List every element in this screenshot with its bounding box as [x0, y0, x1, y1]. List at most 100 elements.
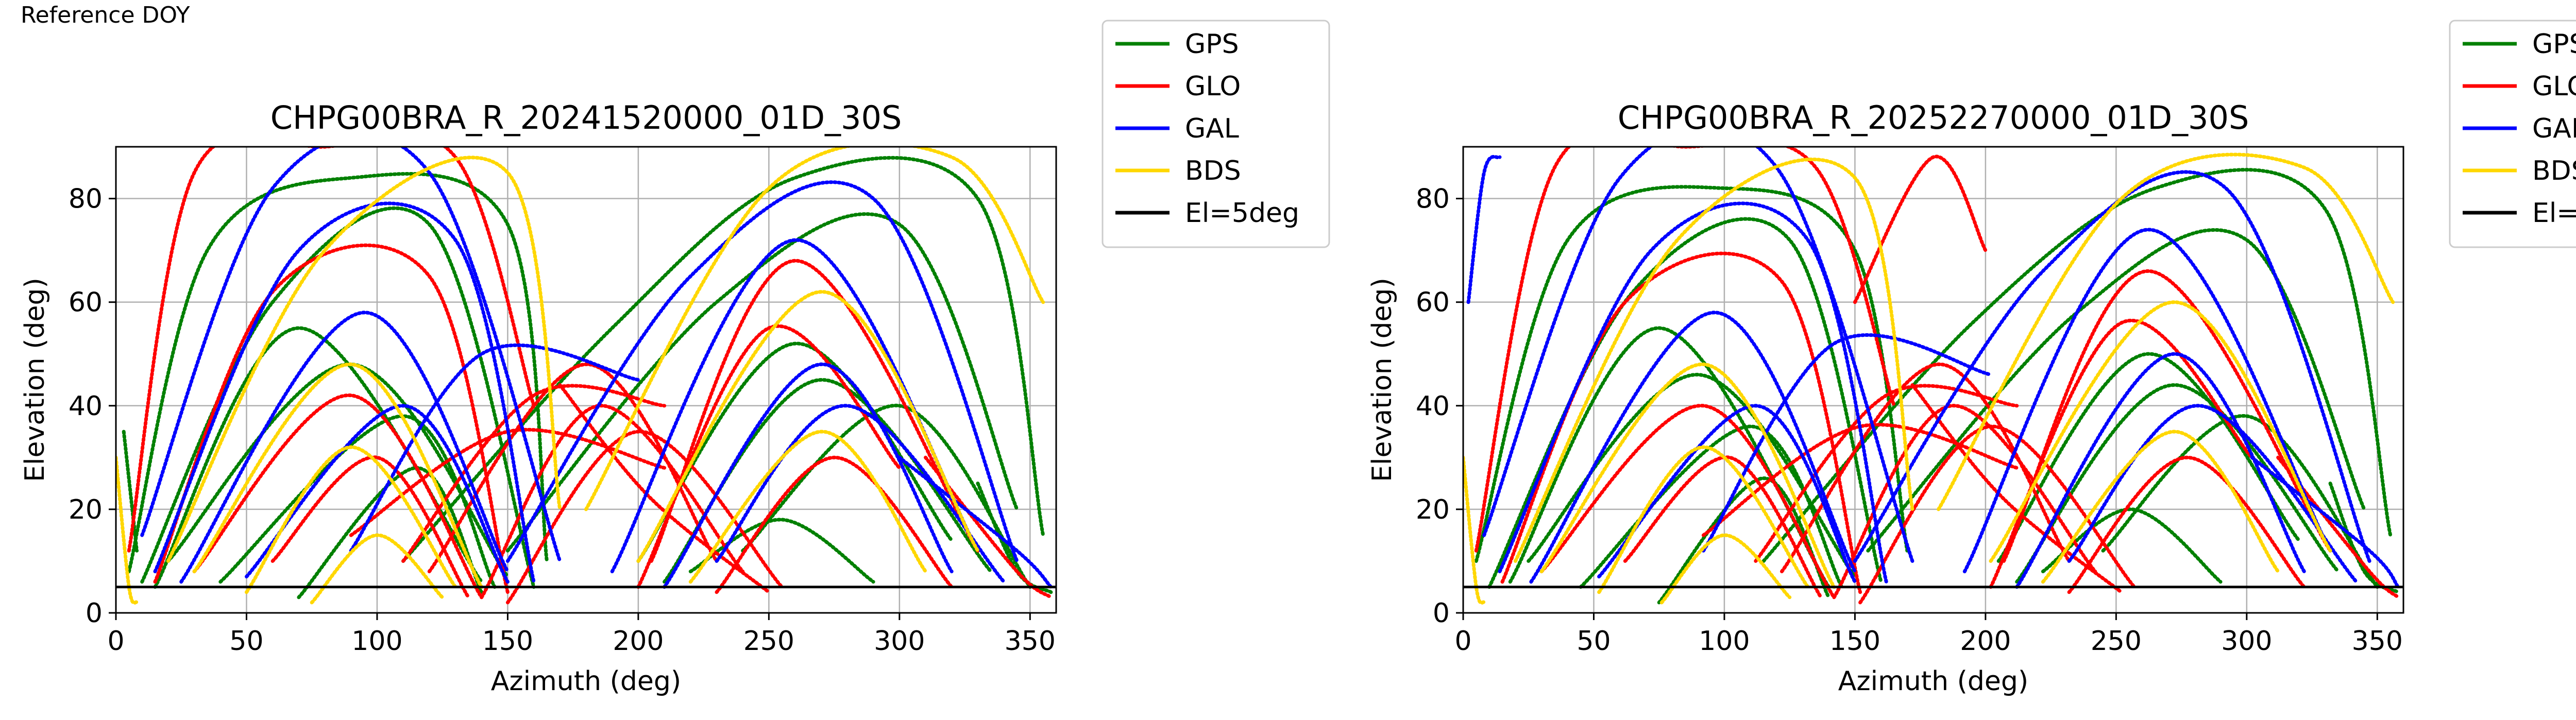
y-axis-label: Elevation (deg)	[20, 278, 50, 482]
pass-arc	[127, 147, 536, 553]
y-tick-label: 80	[69, 184, 103, 215]
pass-arc	[1761, 168, 2393, 563]
pass-arc	[1937, 152, 2395, 511]
x-tick-label: 0	[1454, 626, 1471, 657]
pass-arc	[1597, 404, 1857, 584]
legend-box	[1101, 20, 1330, 248]
legend-label: GAL	[2532, 113, 2576, 144]
pass-arc	[584, 147, 1045, 511]
pass-arc	[166, 156, 562, 563]
pass-arc	[1539, 404, 1836, 599]
pass-arc	[688, 430, 927, 584]
x-tick-label: 100	[351, 626, 402, 657]
legend-label: BDS	[1185, 156, 1241, 186]
legend-box	[2449, 20, 2576, 248]
x-tick-label: 200	[1960, 626, 2011, 657]
legend: GPS GLO GAL BDS El=5deg	[2449, 20, 2576, 248]
pass-arc	[1498, 201, 1888, 584]
pass-arc	[1659, 533, 1792, 605]
legend-label: GLO	[2532, 71, 2576, 102]
pass-arc	[1989, 300, 2332, 563]
legend-label: GPS	[2532, 29, 2576, 60]
pass-arc	[924, 455, 1053, 599]
axes-frame	[115, 146, 1057, 614]
legend-label: GAL	[1185, 113, 1239, 144]
pass-arc	[245, 445, 457, 594]
legend-label: GPS	[1185, 29, 1239, 60]
pass-arc	[1853, 155, 1988, 304]
pass-arc	[1754, 384, 2019, 563]
legend-label: BDS	[2532, 156, 2576, 186]
data-area	[1463, 147, 2400, 605]
pass-arc	[401, 384, 667, 563]
pass-arc	[558, 383, 771, 594]
pass-arc	[192, 393, 484, 599]
x-tick-label: 300	[2221, 626, 2272, 657]
chart-title: CHPG00BRA_R_20241520000_01D_30S	[270, 99, 902, 136]
pass-arc	[2250, 455, 2400, 589]
x-tick-label: 300	[874, 626, 925, 657]
pass-arc	[1989, 318, 2254, 589]
x-tick-label: 250	[743, 626, 794, 657]
axes-frame	[1462, 146, 2404, 614]
series-gal	[1466, 147, 2400, 589]
pass-arc	[1996, 352, 2301, 563]
y-tick-label: 60	[69, 287, 103, 318]
pass-arc	[1597, 445, 1810, 594]
pass-arc	[505, 430, 784, 605]
pass-arc	[1910, 383, 2123, 594]
chart-2: 0 50 100 150 200 250 300 350 0 20 40 60 80 CHPG00BRA_…	[1367, 20, 2576, 697]
pass-arc	[1474, 185, 1909, 563]
chart-1: 0 50 100 150 200 250 300 350 0 20 40 60 80 CHPG00BRA_…	[20, 20, 1330, 697]
x-tick-label: 150	[482, 626, 533, 657]
series-gal	[140, 147, 1053, 589]
y-tick-label: 0	[1433, 598, 1450, 629]
pass-arc	[688, 518, 875, 584]
y-tick-label: 0	[86, 598, 103, 629]
pass-arc	[505, 212, 1019, 553]
pass-arc	[2067, 455, 2306, 594]
pass-arc	[140, 147, 562, 563]
series-glo	[1474, 147, 2400, 605]
legend-label: GLO	[1185, 71, 1241, 102]
pass-arc	[1529, 311, 1857, 584]
x-tick-label: 150	[1829, 626, 1880, 657]
pass-arc	[1962, 228, 2332, 574]
x-tick-label: 50	[229, 626, 263, 657]
pass-arc	[505, 180, 1019, 563]
y-tick-label: 40	[69, 391, 103, 422]
x-tick-label: 50	[1577, 626, 1611, 657]
pass-arc	[897, 455, 1053, 589]
data-area	[116, 147, 1053, 605]
pass-arc	[1858, 424, 2137, 605]
pass-arc	[2015, 352, 2306, 589]
x-tick-label: 350	[1005, 626, 1056, 657]
legend-label: El=5deg	[2532, 198, 2576, 229]
x-tick-label: 200	[613, 626, 664, 657]
pass-arc	[1701, 333, 1993, 553]
pass-arc	[663, 362, 954, 589]
pass-arc	[2002, 269, 2332, 563]
pass-arc	[2041, 430, 2280, 584]
pass-arc	[649, 259, 980, 563]
pass-arc	[1513, 158, 1914, 563]
pass-arc	[401, 156, 1045, 563]
pass-arc	[1623, 455, 1823, 599]
pass-arc	[1579, 424, 1844, 589]
y-tick-label: 20	[69, 494, 103, 525]
pass-arc	[310, 533, 445, 605]
y-tick-label: 80	[1416, 184, 1450, 215]
reference-doy-label: Reference DOY	[21, 2, 190, 28]
pass-arc	[636, 290, 980, 563]
pass-arc	[127, 172, 549, 574]
pass-arc	[349, 343, 640, 553]
pass-arc	[1474, 147, 1896, 553]
pass-arc	[270, 455, 470, 599]
legend: GPS GLO GAL BDS El=5deg	[1101, 20, 1330, 248]
x-tick-label: 250	[2091, 626, 2142, 657]
pass-arc	[1527, 372, 1857, 579]
x-tick-label: 350	[2352, 626, 2403, 657]
y-tick-label: 20	[1416, 494, 1450, 525]
pass-arc	[1866, 228, 2366, 553]
